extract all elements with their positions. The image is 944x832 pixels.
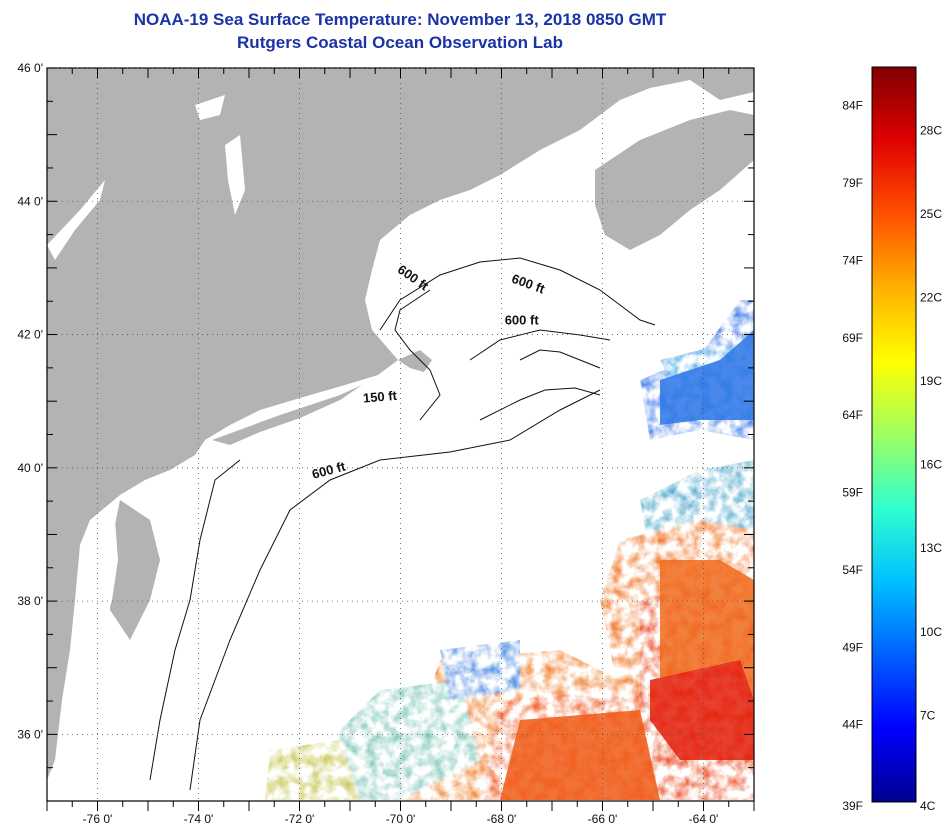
- colorbar-celsius-label: 13C: [920, 541, 942, 555]
- longitude-label: -66 0': [588, 812, 618, 826]
- colorbar-celsius-label: 10C: [920, 625, 942, 639]
- colorbar-celsius-label: 16C: [920, 458, 942, 472]
- longitude-label: -74 0': [184, 812, 214, 826]
- colorbar-celsius-label: 25C: [920, 207, 942, 221]
- map-subtitle: Rutgers Coastal Ocean Observation Lab: [237, 33, 563, 52]
- longitude-label: -76 0': [83, 812, 113, 826]
- colorbar-celsius-label: 28C: [920, 123, 942, 137]
- latitude-label: 44 0': [17, 194, 43, 208]
- sst-core-layer: [500, 330, 754, 800]
- colorbar-fahrenheit-label: 84F: [842, 99, 863, 113]
- latitude-label: 42 0': [17, 328, 43, 342]
- map-graticule: [47, 67, 754, 801]
- colorbar-fahrenheit-label: 74F: [842, 253, 863, 267]
- longitude-label: -64 0': [689, 812, 719, 826]
- colorbar-celsius-label: 7C: [920, 708, 936, 722]
- colorbar-celsius-label: 19C: [920, 374, 942, 388]
- colorbar-fahrenheit-label: 39F: [842, 799, 863, 813]
- map-ticks: [46, 67, 755, 811]
- colorbar-fahrenheit-label: 44F: [842, 718, 863, 732]
- contour-label: 150 ft: [362, 388, 398, 406]
- longitude-label: -72 0': [285, 812, 315, 826]
- contour-label: 600 ft: [505, 313, 540, 328]
- latitude-label: 40 0': [17, 461, 43, 475]
- longitude-label: -68 0': [487, 812, 517, 826]
- latitude-label: 38 0': [17, 594, 43, 608]
- colorbar-celsius-label: 4C: [920, 799, 936, 813]
- latitude-label: 46 0': [17, 61, 43, 75]
- colorbar-celsius-label: 22C: [920, 291, 942, 305]
- colorbar-fahrenheit-label: 54F: [842, 563, 863, 577]
- map-axis-labels: -76 0' -74 0' -72 0' -70 0' -68 0' -66 0' -64 …: [17, 61, 718, 826]
- latitude-label: 36 0': [17, 727, 43, 741]
- map-title: NOAA-19 Sea Surface Temperature: Novembe…: [133, 10, 667, 29]
- colorbar-fahrenheit-label: 64F: [842, 408, 863, 422]
- bathymetry-contours: [149, 257, 656, 791]
- colorbar-fahrenheit-label: 49F: [842, 640, 863, 654]
- colorbar-fahrenheit-label: 59F: [842, 486, 863, 500]
- colorbar: [871, 66, 917, 803]
- land-layer: [47, 68, 754, 780]
- longitude-label: -70 0': [386, 812, 416, 826]
- colorbar-labels: 84F 79F 74F 69F 64F 59F 54F 49F 44F 39F 28C 25C 22C 1…: [842, 99, 942, 813]
- colorbar-fahrenheit-label: 79F: [842, 176, 863, 190]
- inland-water-layer: [47, 95, 245, 700]
- colorbar-fahrenheit-label: 69F: [842, 331, 863, 345]
